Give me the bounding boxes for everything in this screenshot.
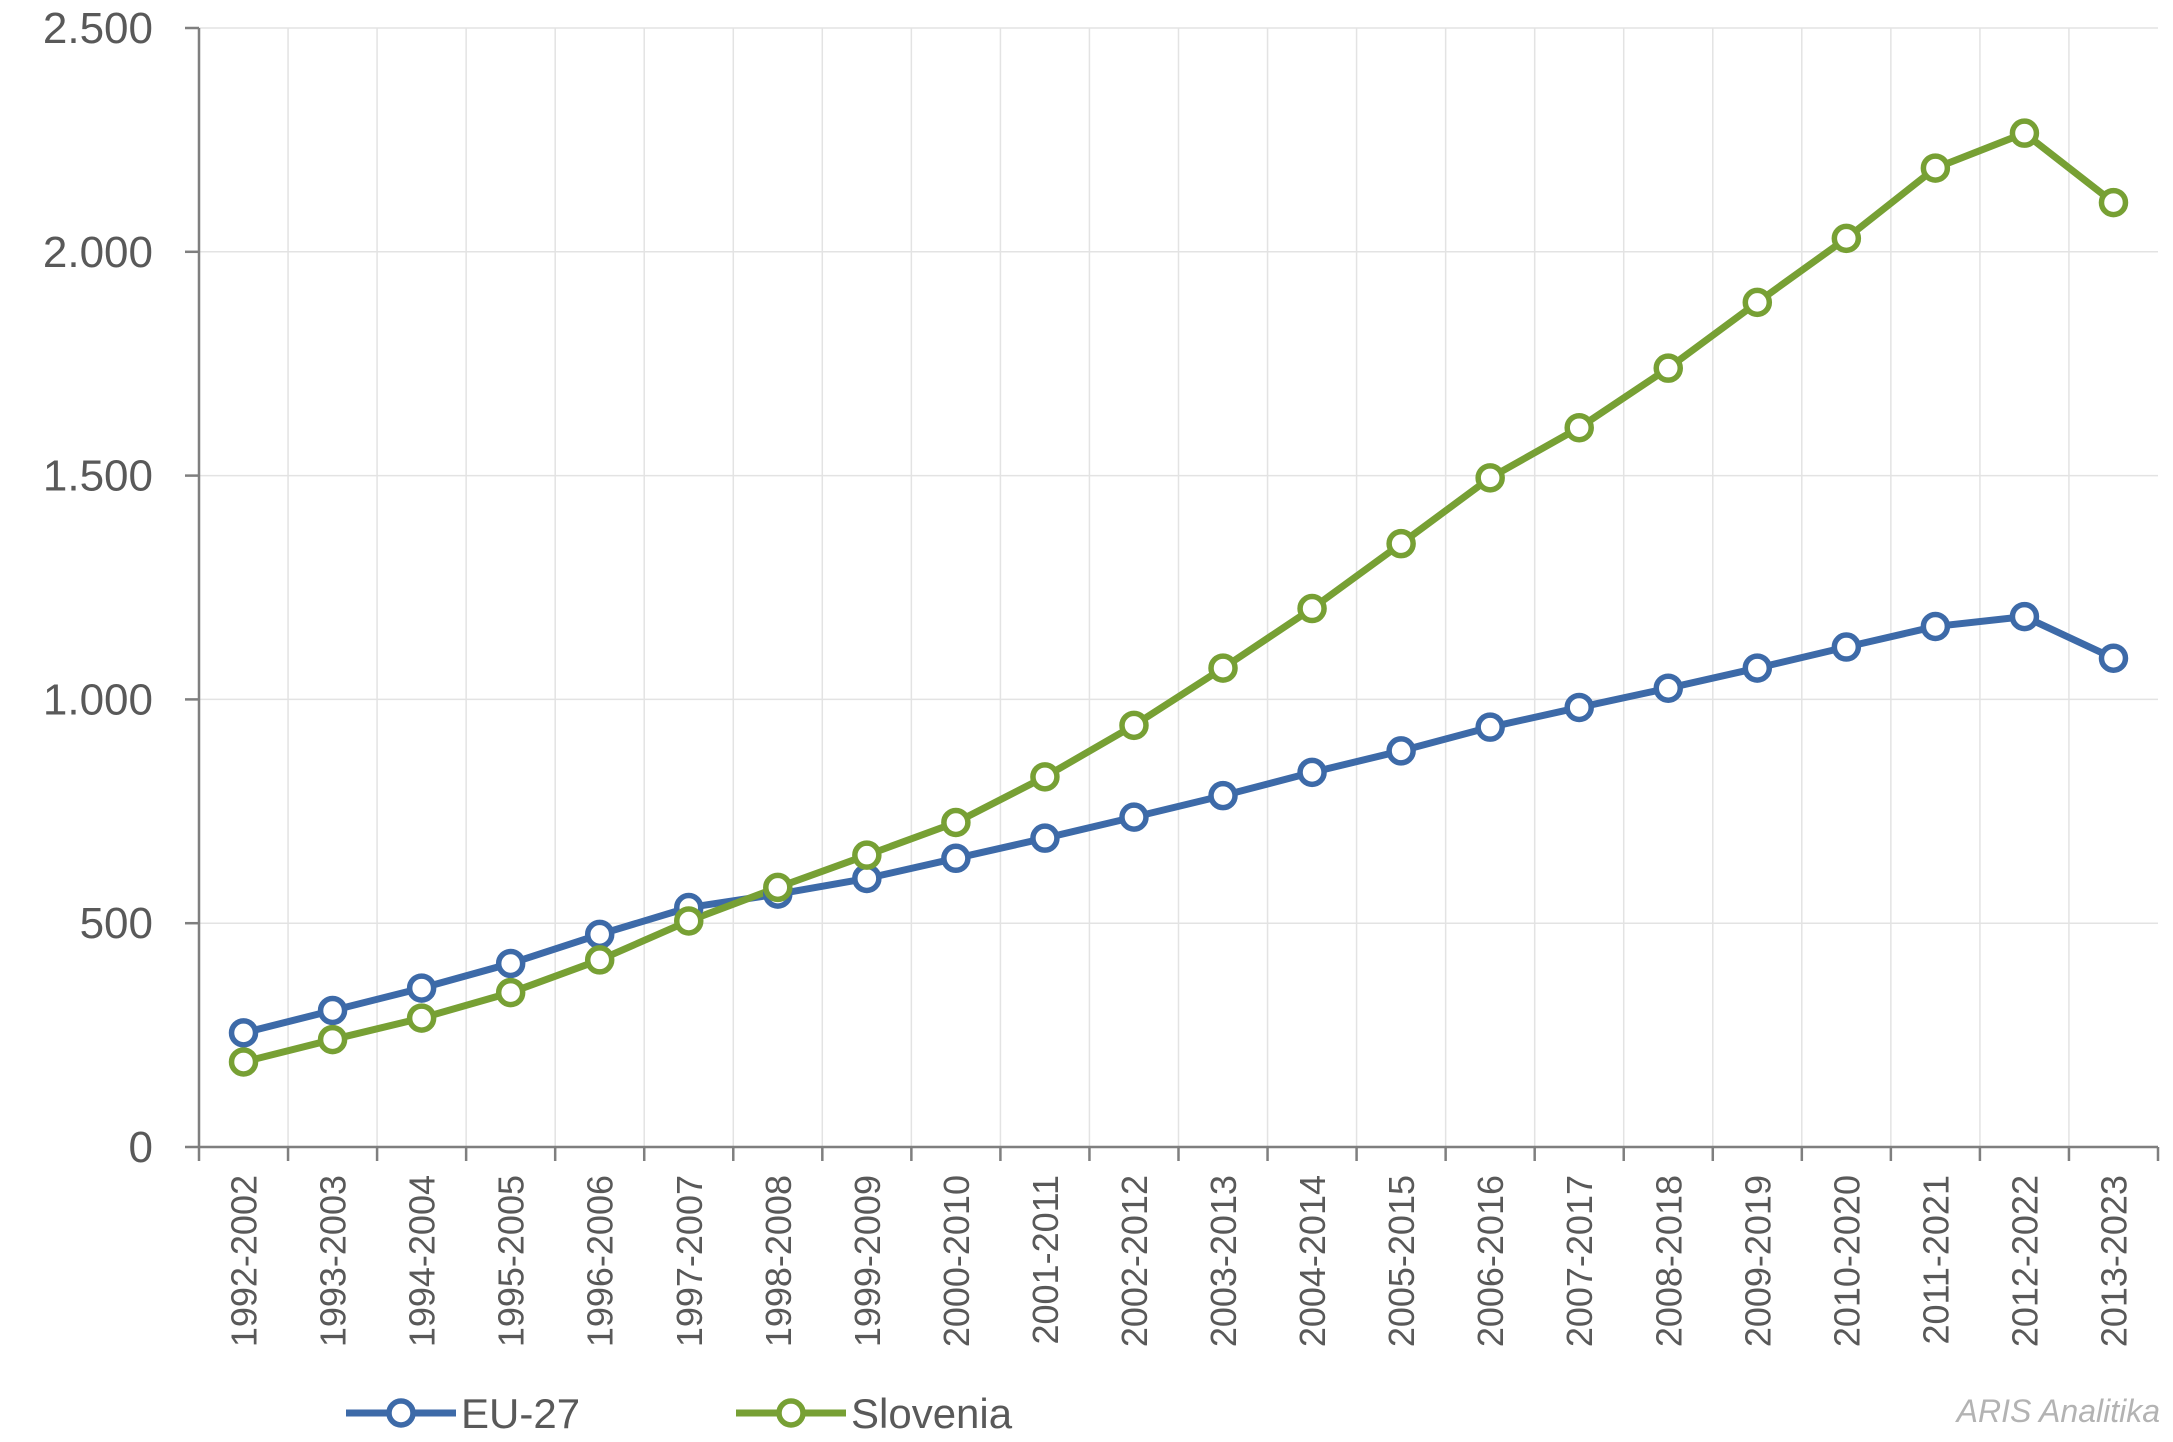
gridlines [199,27,2158,1147]
x-tick-label: 1996-2006 [580,1175,621,1347]
data-point-eu-27 [228,1018,259,1048]
data-point-eu-27 [406,973,437,1003]
data-point-eu-27 [852,863,882,894]
data-point-slovenia [1119,710,1149,741]
x-tick-label: 2007-2017 [1559,1175,1600,1347]
legend-label: EU-27 [461,1390,580,1437]
y-tick-labels: 0 500 1.000 1.500 2.000 2.500 [43,4,153,1172]
data-point-eu-27 [1742,653,1773,683]
y-tick-label: 500 [80,899,153,948]
data-point-slovenia [406,1003,437,1033]
legend: EU-27 Slovenia [346,1390,1013,1437]
data-point-slovenia [1653,353,1683,383]
data-point-eu-27 [2098,643,2129,673]
data-point-slovenia [2098,187,2129,218]
data-point-slovenia [2009,118,2040,148]
watermark-text: ARIS Analitika [1955,1393,2160,1429]
data-point-eu-27 [317,995,348,1026]
axes [185,26,2160,1161]
data-point-eu-27 [1386,736,1416,766]
y-tick-label: 1.500 [43,452,153,501]
data-point-eu-27 [495,948,526,979]
data-point-slovenia [1920,153,1951,183]
y-tick-label: 1.000 [43,675,153,724]
x-tick-label: 1999-2009 [847,1175,888,1347]
x-tick-label: 2009-2019 [1737,1175,1778,1347]
data-point-slovenia [941,807,971,838]
data-point-eu-27 [2009,601,2040,632]
y-tick-label: 0 [129,1123,153,1172]
data-point-eu-27 [1208,780,1238,811]
data-point-slovenia [317,1024,348,1055]
y-tick-label: 2.000 [43,228,153,277]
y-tick-label: 2.500 [43,4,153,53]
data-point-eu-27 [1920,611,1951,642]
data-point-eu-27 [1564,692,1594,723]
data-point-slovenia [1831,223,1862,254]
data-point-slovenia [1030,762,1060,792]
x-tick-label: 1997-2007 [669,1175,710,1347]
data-point-eu-27 [1119,802,1149,832]
data-point-slovenia [584,945,615,975]
series [228,118,2129,1077]
data-point-slovenia [1297,593,1327,624]
data-point-slovenia [1386,528,1416,559]
x-tick-label: 2006-2016 [1470,1175,1511,1347]
legend-label: Slovenia [851,1390,1013,1437]
x-tick-label: 1995-2005 [491,1175,532,1347]
data-point-eu-27 [941,843,971,874]
x-tick-label: 2003-2013 [1203,1175,1244,1347]
data-point-eu-27 [1831,632,1862,662]
series-line-eu-27 [240,613,2117,1037]
data-point-slovenia [1564,412,1594,443]
data-point-slovenia [1742,287,1773,318]
legend-marker [386,1398,416,1428]
data-point-slovenia [495,977,526,1008]
data-point-slovenia [228,1047,259,1077]
x-tick-label: 2001-2011 [1025,1175,1066,1345]
data-point-eu-27 [1653,673,1683,703]
x-tick-label: 1994-2004 [402,1175,443,1347]
x-tick-label: 2011-2021 [1915,1175,1956,1345]
data-point-slovenia [674,906,704,936]
data-point-eu-27 [1475,712,1505,742]
x-tick-label: 2013-2023 [2093,1175,2134,1347]
x-tick-label: 2000-2010 [936,1175,977,1347]
series-line-slovenia [240,129,2117,1066]
data-point-slovenia [1208,653,1238,683]
x-tick-label: 1998-2008 [758,1175,799,1347]
x-tick-label: 1993-2003 [313,1175,354,1347]
data-point-eu-27 [1297,757,1327,788]
data-point-eu-27 [584,919,615,950]
data-point-slovenia [852,840,882,870]
x-tick-labels: 1992-2002 1993-2003 1994-2004 1995-2005 1996… [224,1175,2135,1347]
x-tick-label: 2010-2020 [1826,1175,1867,1347]
data-point-slovenia [763,872,793,903]
data-point-eu-27 [1030,823,1060,853]
x-tick-label: 2012-2022 [2004,1175,2045,1347]
x-tick-label: 2004-2014 [1292,1175,1333,1347]
x-tick-label: 2008-2018 [1648,1175,1689,1347]
data-point-slovenia [1475,463,1505,493]
x-tick-label: 2005-2015 [1381,1175,1422,1347]
x-tick-label: 2002-2012 [1114,1175,1155,1347]
x-tick-label: 1992-2002 [224,1175,265,1347]
legend-marker [776,1398,806,1428]
